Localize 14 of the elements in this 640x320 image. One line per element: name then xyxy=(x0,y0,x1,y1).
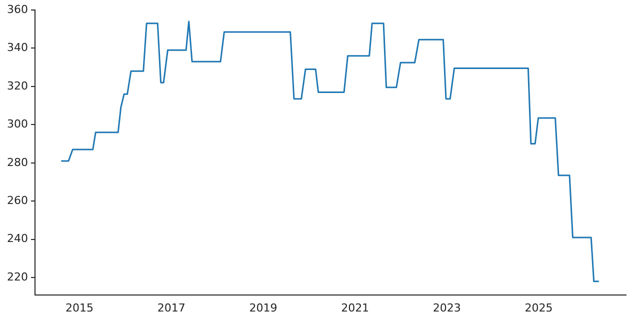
y-tick-label: 300 xyxy=(6,118,28,131)
x-tick-label: 2025 xyxy=(524,301,553,314)
y-tick-label: 340 xyxy=(6,41,28,54)
y-tick-label: 280 xyxy=(6,156,28,169)
x-tick-label: 2017 xyxy=(157,301,186,314)
y-tick-label: 360 xyxy=(6,2,28,16)
x-tick-label: 2021 xyxy=(341,301,370,314)
x-tick-label: 2015 xyxy=(66,301,94,314)
y-tick-label: 240 xyxy=(6,232,28,246)
y-tick-label: 260 xyxy=(6,194,28,207)
y-tick-label: 320 xyxy=(6,79,28,92)
x-tick-label: 2023 xyxy=(432,301,461,314)
x-tick-label: 2019 xyxy=(249,301,278,314)
y-tick-label: 220 xyxy=(6,270,28,284)
